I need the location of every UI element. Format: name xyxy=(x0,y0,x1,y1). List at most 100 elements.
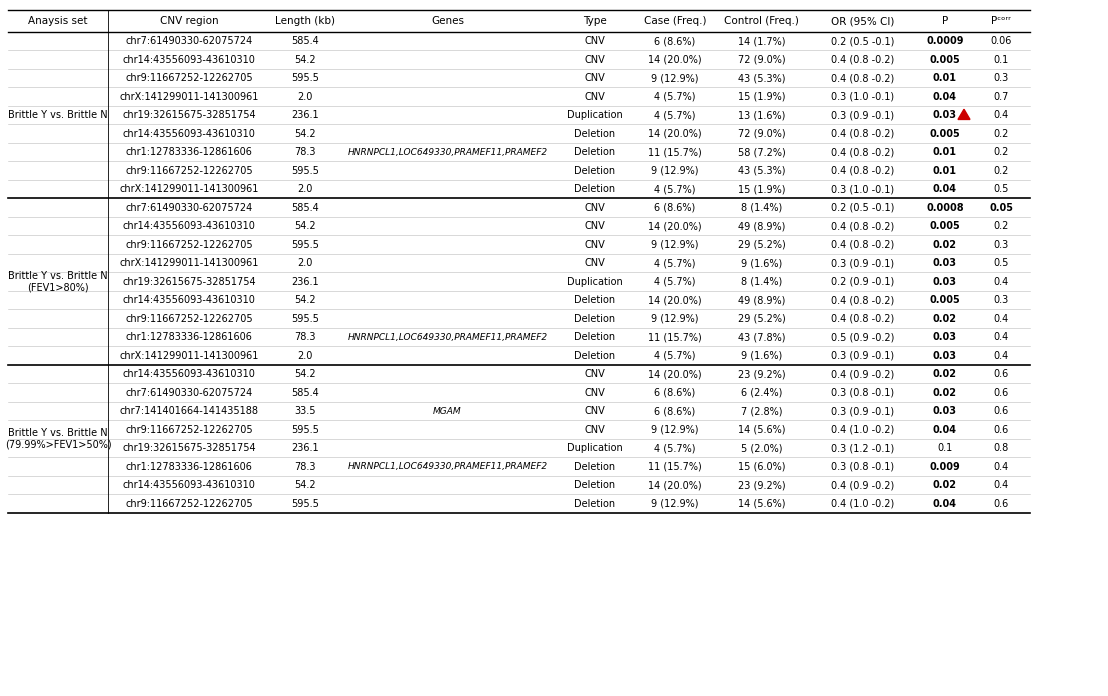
Polygon shape xyxy=(958,109,970,120)
Text: 0.6: 0.6 xyxy=(994,406,1008,416)
Text: chr1:12783336-12861606: chr1:12783336-12861606 xyxy=(125,148,253,157)
Text: 0.02: 0.02 xyxy=(933,480,957,490)
Text: 0.6: 0.6 xyxy=(994,499,1008,509)
Text: CNV: CNV xyxy=(585,406,605,416)
Text: 5 (2.0%): 5 (2.0%) xyxy=(741,443,782,453)
Text: CNV: CNV xyxy=(585,36,605,46)
Text: 0.3 (0.9 -0.1): 0.3 (0.9 -0.1) xyxy=(831,258,894,268)
Text: CNV: CNV xyxy=(585,388,605,397)
Text: 2.0: 2.0 xyxy=(297,258,312,268)
Text: 0.4: 0.4 xyxy=(994,314,1008,324)
Text: 0.03: 0.03 xyxy=(933,332,957,342)
Text: CNV region: CNV region xyxy=(160,16,218,26)
Text: 58 (7.2%): 58 (7.2%) xyxy=(738,148,786,157)
Text: 0.3: 0.3 xyxy=(994,295,1008,306)
Text: 2.0: 2.0 xyxy=(297,92,312,102)
Text: 0.4 (0.8 -0.2): 0.4 (0.8 -0.2) xyxy=(831,221,894,231)
Text: Type: Type xyxy=(583,16,607,26)
Text: CNV: CNV xyxy=(585,370,605,379)
Text: 9 (1.6%): 9 (1.6%) xyxy=(741,351,782,361)
Text: 595.5: 595.5 xyxy=(291,425,319,435)
Text: 14 (20.0%): 14 (20.0%) xyxy=(648,370,701,379)
Text: 0.4 (0.8 -0.2): 0.4 (0.8 -0.2) xyxy=(831,55,894,65)
Text: Deletion: Deletion xyxy=(574,295,616,306)
Text: 0.04: 0.04 xyxy=(933,92,957,102)
Text: 14 (20.0%): 14 (20.0%) xyxy=(648,55,701,65)
Text: Case (Freq.): Case (Freq.) xyxy=(644,16,706,26)
Text: 0.3 (0.9 -0.1): 0.3 (0.9 -0.1) xyxy=(831,351,894,361)
Text: chr19:32615675-32851754: chr19:32615675-32851754 xyxy=(122,110,256,120)
Text: 0.4: 0.4 xyxy=(994,351,1008,361)
Text: 9 (12.9%): 9 (12.9%) xyxy=(652,499,699,509)
Text: 29 (5.2%): 29 (5.2%) xyxy=(738,239,786,250)
Text: 0.1: 0.1 xyxy=(994,55,1008,65)
Text: 4 (5.7%): 4 (5.7%) xyxy=(654,92,696,102)
Text: 4 (5.7%): 4 (5.7%) xyxy=(654,110,696,120)
Text: 23 (9.2%): 23 (9.2%) xyxy=(738,480,786,490)
Text: 0.3 (1.2 -0.1): 0.3 (1.2 -0.1) xyxy=(831,443,894,453)
Text: Deletion: Deletion xyxy=(574,129,616,139)
Text: 585.4: 585.4 xyxy=(291,36,319,46)
Text: 43 (7.8%): 43 (7.8%) xyxy=(738,332,786,342)
Text: 4 (5.7%): 4 (5.7%) xyxy=(654,443,696,453)
Text: 72 (9.0%): 72 (9.0%) xyxy=(738,129,786,139)
Text: 14 (20.0%): 14 (20.0%) xyxy=(648,295,701,306)
Text: Deletion: Deletion xyxy=(574,148,616,157)
Text: MGAM: MGAM xyxy=(433,406,462,416)
Text: 9 (12.9%): 9 (12.9%) xyxy=(652,73,699,84)
Text: 4 (5.7%): 4 (5.7%) xyxy=(654,258,696,268)
Text: 0.5: 0.5 xyxy=(993,184,1008,194)
Text: Deletion: Deletion xyxy=(574,461,616,472)
Text: 0.02: 0.02 xyxy=(933,239,957,250)
Text: 54.2: 54.2 xyxy=(295,129,316,139)
Text: CNV: CNV xyxy=(585,92,605,102)
Text: 14 (20.0%): 14 (20.0%) xyxy=(648,221,701,231)
Text: 0.2 (0.5 -0.1): 0.2 (0.5 -0.1) xyxy=(831,203,894,213)
Text: CNV: CNV xyxy=(585,239,605,250)
Text: 0.04: 0.04 xyxy=(933,425,957,435)
Text: 14 (20.0%): 14 (20.0%) xyxy=(648,129,701,139)
Text: Deletion: Deletion xyxy=(574,351,616,361)
Text: chr14:43556093-43610310: chr14:43556093-43610310 xyxy=(123,295,256,306)
Text: chr14:43556093-43610310: chr14:43556093-43610310 xyxy=(123,129,256,139)
Text: CNV: CNV xyxy=(585,203,605,213)
Text: 0.005: 0.005 xyxy=(930,221,961,231)
Text: 0.01: 0.01 xyxy=(933,73,957,84)
Text: chr14:43556093-43610310: chr14:43556093-43610310 xyxy=(123,221,256,231)
Text: chr7:141401664-141435188: chr7:141401664-141435188 xyxy=(120,406,258,416)
Text: Deletion: Deletion xyxy=(574,314,616,324)
Text: chr19:32615675-32851754: chr19:32615675-32851754 xyxy=(122,277,256,287)
Text: 0.2 (0.5 -0.1): 0.2 (0.5 -0.1) xyxy=(831,36,894,46)
Text: 9 (12.9%): 9 (12.9%) xyxy=(652,239,699,250)
Text: 9 (12.9%): 9 (12.9%) xyxy=(652,166,699,176)
Text: 0.3 (0.8 -0.1): 0.3 (0.8 -0.1) xyxy=(831,388,894,397)
Text: 6 (8.6%): 6 (8.6%) xyxy=(655,406,696,416)
Text: 14 (5.6%): 14 (5.6%) xyxy=(738,499,786,509)
Text: 11 (15.7%): 11 (15.7%) xyxy=(648,148,701,157)
Text: 14 (20.0%): 14 (20.0%) xyxy=(648,480,701,490)
Text: chr19:32615675-32851754: chr19:32615675-32851754 xyxy=(122,443,256,453)
Text: 0.3 (0.8 -0.1): 0.3 (0.8 -0.1) xyxy=(831,461,894,472)
Text: 0.05: 0.05 xyxy=(989,203,1013,213)
Text: 4 (5.7%): 4 (5.7%) xyxy=(654,351,696,361)
Text: 0.0009: 0.0009 xyxy=(926,36,964,46)
Text: 0.3: 0.3 xyxy=(994,73,1008,84)
Text: Genes: Genes xyxy=(431,16,464,26)
Text: 0.3: 0.3 xyxy=(994,239,1008,250)
Text: 0.005: 0.005 xyxy=(930,55,961,65)
Text: 4 (5.7%): 4 (5.7%) xyxy=(654,184,696,194)
Text: 0.02: 0.02 xyxy=(933,388,957,397)
Text: 9 (12.9%): 9 (12.9%) xyxy=(652,314,699,324)
Text: Deletion: Deletion xyxy=(574,499,616,509)
Text: 0.2: 0.2 xyxy=(993,148,1008,157)
Text: 33.5: 33.5 xyxy=(295,406,316,416)
Text: 0.4 (0.9 -0.2): 0.4 (0.9 -0.2) xyxy=(831,370,894,379)
Text: 0.6: 0.6 xyxy=(994,388,1008,397)
Text: 0.4: 0.4 xyxy=(994,480,1008,490)
Text: Deletion: Deletion xyxy=(574,166,616,176)
Text: 595.5: 595.5 xyxy=(291,499,319,509)
Text: 0.8: 0.8 xyxy=(994,443,1008,453)
Text: 0.4 (1.0 -0.2): 0.4 (1.0 -0.2) xyxy=(831,499,894,509)
Text: chr9:11667252-12262705: chr9:11667252-12262705 xyxy=(125,166,253,176)
Text: 7 (2.8%): 7 (2.8%) xyxy=(741,406,782,416)
